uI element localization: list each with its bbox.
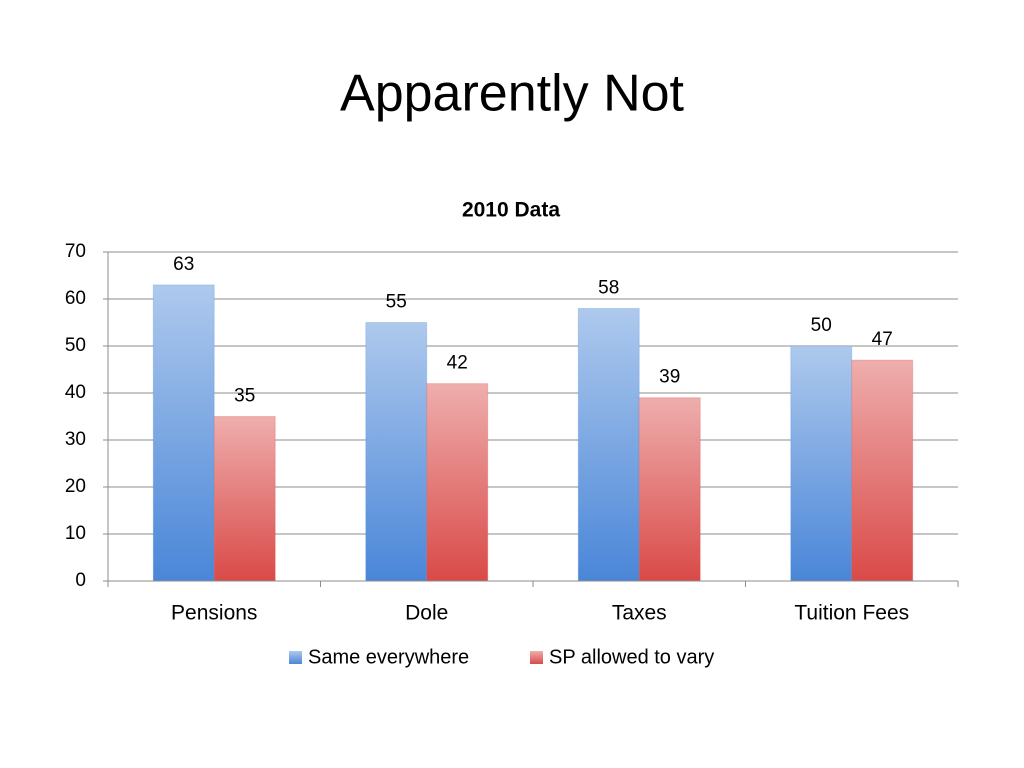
bar [213,416,276,582]
legend-label: Same everywhere [308,646,469,668]
value-label: 35 [234,386,255,407]
value-label: 47 [872,329,893,350]
bar [426,383,489,582]
value-label: 42 [447,353,468,374]
x-tick-label: Tuition Fees [794,602,909,625]
value-label: 63 [173,254,194,275]
chart-title: 2010 Data [462,199,560,222]
slide-title: Apparently Not [340,65,685,123]
y-tick-label: 20 [65,476,86,497]
value-label: 55 [386,292,407,313]
y-tick-label: 50 [65,335,86,356]
y-tick-label: 30 [65,429,86,450]
value-label: 50 [811,315,832,336]
bar [365,322,428,582]
value-label: 39 [659,367,680,388]
bar [790,345,853,582]
bar [851,359,914,582]
bar [638,397,701,582]
y-tick-label: 10 [65,523,86,544]
value-label: 58 [598,277,619,298]
x-tick-label: Taxes [612,602,667,625]
y-tick-label: 40 [65,382,86,403]
legend-label: SP allowed to vary [549,646,714,668]
bar [152,284,215,582]
x-tick-label: Dole [405,602,448,625]
legend-swatch [289,651,302,664]
x-tick-label: Pensions [171,602,257,625]
y-tick-label: 60 [65,288,86,309]
legend-swatch [530,651,543,664]
y-tick-label: 0 [75,570,86,591]
bar [577,307,640,582]
y-tick-label: 70 [65,241,86,262]
